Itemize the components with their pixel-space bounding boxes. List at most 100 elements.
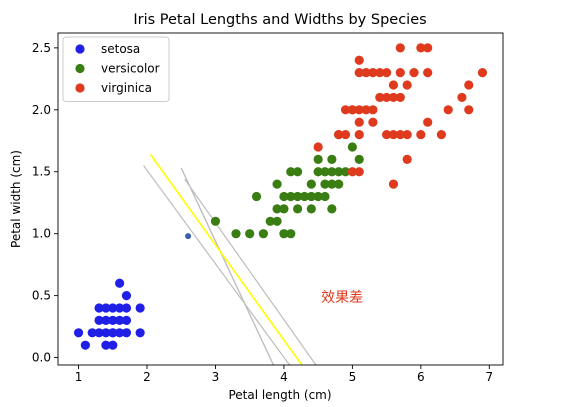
data-point-virginica bbox=[313, 142, 323, 152]
data-point-versicolor bbox=[286, 167, 296, 177]
x-tick-label: 7 bbox=[485, 370, 493, 384]
data-point-setosa bbox=[121, 328, 132, 338]
data-point-setosa bbox=[94, 328, 104, 338]
data-point-virginica bbox=[388, 80, 399, 90]
x-tick-label: 2 bbox=[143, 370, 151, 384]
data-point-versicolor bbox=[272, 216, 282, 226]
data-point-versicolor bbox=[313, 167, 323, 177]
data-point-virginica bbox=[395, 43, 405, 53]
chart-annotation: 效果差 bbox=[321, 290, 363, 306]
data-point-versicolor bbox=[231, 229, 241, 239]
data-point-setosa bbox=[115, 278, 125, 288]
data-point-setosa bbox=[94, 303, 104, 313]
data-point-virginica bbox=[402, 80, 412, 90]
legend-marker bbox=[75, 63, 85, 74]
plot-frame bbox=[57, 32, 504, 366]
data-point-versicolor bbox=[286, 191, 296, 202]
data-point-versicolor bbox=[340, 167, 351, 177]
data-point-virginica bbox=[443, 105, 453, 115]
data-point-versicolor bbox=[279, 191, 289, 202]
data-point-virginica bbox=[416, 43, 426, 53]
y-tick-label: 0.5 bbox=[32, 289, 51, 303]
data-point-virginica bbox=[354, 117, 364, 127]
data-point-versicolor bbox=[293, 204, 303, 214]
data-point-virginica bbox=[395, 129, 405, 140]
data-point-versicolor bbox=[293, 167, 303, 177]
data-point-virginica bbox=[416, 129, 426, 140]
data-point-virginica bbox=[368, 117, 378, 127]
data-point-versicolor bbox=[334, 167, 344, 177]
data-point-virginica bbox=[354, 105, 364, 115]
data-point-setosa bbox=[121, 291, 132, 301]
data-point-virginica bbox=[382, 68, 392, 78]
x-tick-label: 1 bbox=[75, 370, 83, 384]
data-point-virginica bbox=[347, 105, 357, 115]
data-point-virginica bbox=[477, 68, 488, 78]
data-point-versicolor bbox=[313, 191, 323, 202]
data-point-setosa bbox=[121, 315, 132, 326]
data-point-virginica bbox=[388, 92, 399, 103]
data-point-virginica bbox=[340, 129, 351, 140]
data-point-versicolor bbox=[279, 204, 289, 214]
data-point-virginica bbox=[395, 68, 405, 78]
data-point-versicolor bbox=[272, 179, 282, 189]
y-tick-label: 2.5 bbox=[32, 41, 51, 55]
data-point-virginica bbox=[382, 92, 392, 103]
data-point-versicolor bbox=[258, 229, 268, 239]
y-tick-label: 1.0 bbox=[32, 227, 51, 241]
data-point-versicolor bbox=[265, 216, 275, 226]
data-point-virginica bbox=[347, 167, 357, 177]
y-axis-label: Petal width (cm) bbox=[9, 150, 23, 248]
data-point-virginica bbox=[464, 105, 474, 115]
data-point-versicolor bbox=[251, 191, 262, 202]
data-point-versicolor bbox=[313, 154, 323, 164]
data-point-setosa bbox=[80, 340, 90, 350]
data-point-versicolor bbox=[210, 216, 221, 226]
legend: setosa versicolor virginica bbox=[62, 36, 170, 102]
data-point-versicolor bbox=[354, 154, 364, 164]
decision-line bbox=[180, 167, 275, 365]
data-point-virginica bbox=[375, 68, 385, 78]
data-point-virginica bbox=[464, 80, 474, 90]
data-point-virginica bbox=[423, 117, 433, 127]
data-point-virginica bbox=[423, 68, 433, 78]
data-point-virginica bbox=[340, 105, 351, 115]
data-point-virginica bbox=[354, 68, 364, 78]
data-point-versicolor bbox=[293, 191, 303, 202]
y-tick-label: 1.5 bbox=[32, 165, 51, 179]
data-point-versicolor bbox=[306, 204, 316, 214]
data-point-virginica bbox=[361, 68, 371, 78]
y-tick-label: 2.0 bbox=[32, 103, 51, 117]
decision-line bbox=[184, 178, 317, 365]
data-point-virginica bbox=[382, 129, 392, 140]
data-point-virginica bbox=[402, 129, 412, 140]
data-point-setosa bbox=[73, 328, 84, 338]
data-point-setosa bbox=[101, 328, 111, 338]
data-point-virginica bbox=[436, 129, 446, 140]
data-point-virginica bbox=[334, 129, 344, 140]
data-point-virginica bbox=[388, 179, 399, 189]
data-point-setosa bbox=[121, 303, 132, 313]
data-point-virginica bbox=[423, 43, 433, 53]
line-layer bbox=[143, 153, 317, 365]
data-point-setosa bbox=[115, 315, 125, 326]
data-point-setosa bbox=[115, 303, 125, 313]
data-point-versicolor bbox=[320, 191, 330, 202]
decision-line bbox=[149, 153, 303, 365]
data-point-setosa bbox=[101, 315, 111, 326]
data-point-versicolor bbox=[320, 167, 330, 177]
data-point-versicolor bbox=[286, 229, 296, 239]
data-point-virginica bbox=[354, 167, 364, 177]
legend-label: virginica bbox=[101, 81, 152, 95]
data-point-setosa bbox=[101, 340, 111, 350]
data-point-setosa bbox=[108, 315, 118, 326]
data-point-setosa bbox=[94, 315, 104, 326]
data-point-virginica bbox=[354, 129, 364, 140]
data-point-virginica bbox=[368, 68, 378, 78]
points-layer bbox=[73, 43, 488, 350]
data-point-setosa bbox=[108, 328, 118, 338]
data-point-virginica bbox=[395, 92, 405, 103]
data-point-versicolor bbox=[327, 167, 337, 177]
data-point-virginica bbox=[354, 55, 364, 65]
y-tick-label: 0.0 bbox=[32, 351, 51, 365]
